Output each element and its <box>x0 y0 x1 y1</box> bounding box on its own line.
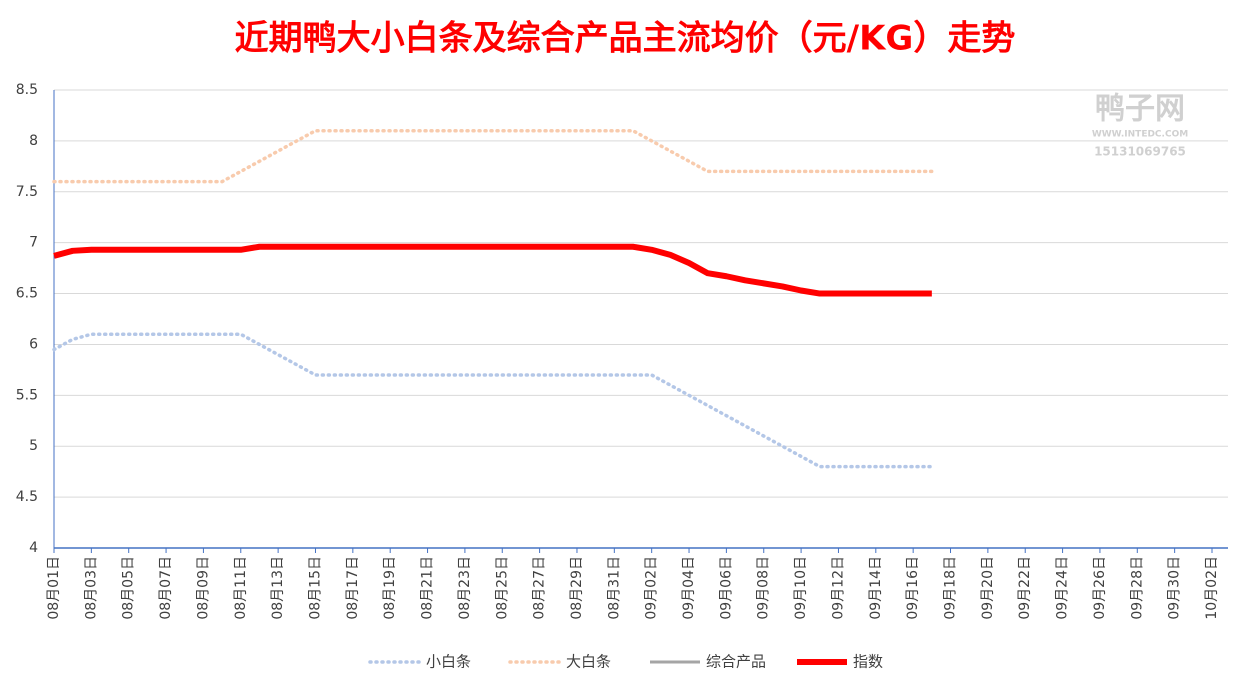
x-tick-label: 10月02日 <box>1204 556 1220 620</box>
x-tick-label: 09月04日 <box>681 556 697 620</box>
y-tick-label: 6.5 <box>16 286 38 302</box>
x-tick-label: 08月31日 <box>606 556 622 620</box>
x-tick-label: 09月02日 <box>644 556 660 620</box>
x-tick-label: 09月24日 <box>1055 556 1071 620</box>
x-tick-label: 08月07日 <box>158 556 174 620</box>
x-tick-label: 09月16日 <box>905 556 921 620</box>
legend-label: 小白条 <box>426 653 471 671</box>
x-tick-label: 08月09日 <box>195 556 211 620</box>
y-tick-label: 6 <box>29 336 38 352</box>
x-tick-label: 08月11日 <box>233 556 249 620</box>
watermark-phone: 15131069765 <box>1094 145 1186 159</box>
x-tick-label: 08月21日 <box>420 556 436 620</box>
watermark-name: 鸭子网 <box>1095 92 1185 127</box>
x-tick-label: 08月15日 <box>307 556 323 620</box>
x-tick-label: 08月01日 <box>46 556 62 620</box>
legend-label: 综合产品 <box>706 653 766 671</box>
x-tick-label: 08月17日 <box>345 556 361 620</box>
x-tick-label: 09月26日 <box>1092 556 1108 620</box>
legend-label: 指数 <box>853 653 883 671</box>
chart-title: 近期鸭大小白条及综合产品主流均价（元/KG）走势 <box>235 19 1016 59</box>
legend-label: 大白条 <box>566 653 611 671</box>
x-tick-label: 08月05日 <box>121 556 137 620</box>
x-tick-label: 08月13日 <box>270 556 286 620</box>
y-tick-label: 8 <box>29 133 38 149</box>
x-tick-label: 09月28日 <box>1129 556 1145 620</box>
x-tick-label: 08月29日 <box>569 556 585 620</box>
y-tick-label: 4.5 <box>16 489 38 505</box>
series-line <box>52 332 934 469</box>
x-tick-label: 09月08日 <box>756 556 772 620</box>
x-tick-label: 09月18日 <box>943 556 959 620</box>
x-tick-label: 08月03日 <box>83 556 99 620</box>
x-tick-label: 09月20日 <box>980 556 996 620</box>
y-tick-label: 7 <box>29 235 38 251</box>
x-tick-label: 09月30日 <box>1167 556 1183 620</box>
x-tick-label: 08月19日 <box>382 556 398 620</box>
y-tick-label: 8.5 <box>16 82 38 98</box>
watermark-site: WWW.INTEDC.COM <box>1092 130 1188 140</box>
y-tick-label: 5.5 <box>16 387 38 403</box>
x-tick-label: 09月12日 <box>830 556 846 620</box>
y-tick-label: 4 <box>29 540 38 556</box>
series-line <box>53 243 932 297</box>
x-tick-label: 08月25日 <box>494 556 510 620</box>
x-tick-label: 08月27日 <box>532 556 548 620</box>
series-line <box>52 128 934 184</box>
x-tick-label: 09月10日 <box>793 556 809 620</box>
y-tick-label: 7.5 <box>16 184 38 200</box>
x-tick-label: 09月06日 <box>718 556 734 620</box>
x-tick-label: 08月23日 <box>457 556 473 620</box>
y-tick-label: 5 <box>29 438 38 454</box>
x-tick-label: 09月22日 <box>1017 556 1033 620</box>
x-tick-label: 09月14日 <box>868 556 884 620</box>
